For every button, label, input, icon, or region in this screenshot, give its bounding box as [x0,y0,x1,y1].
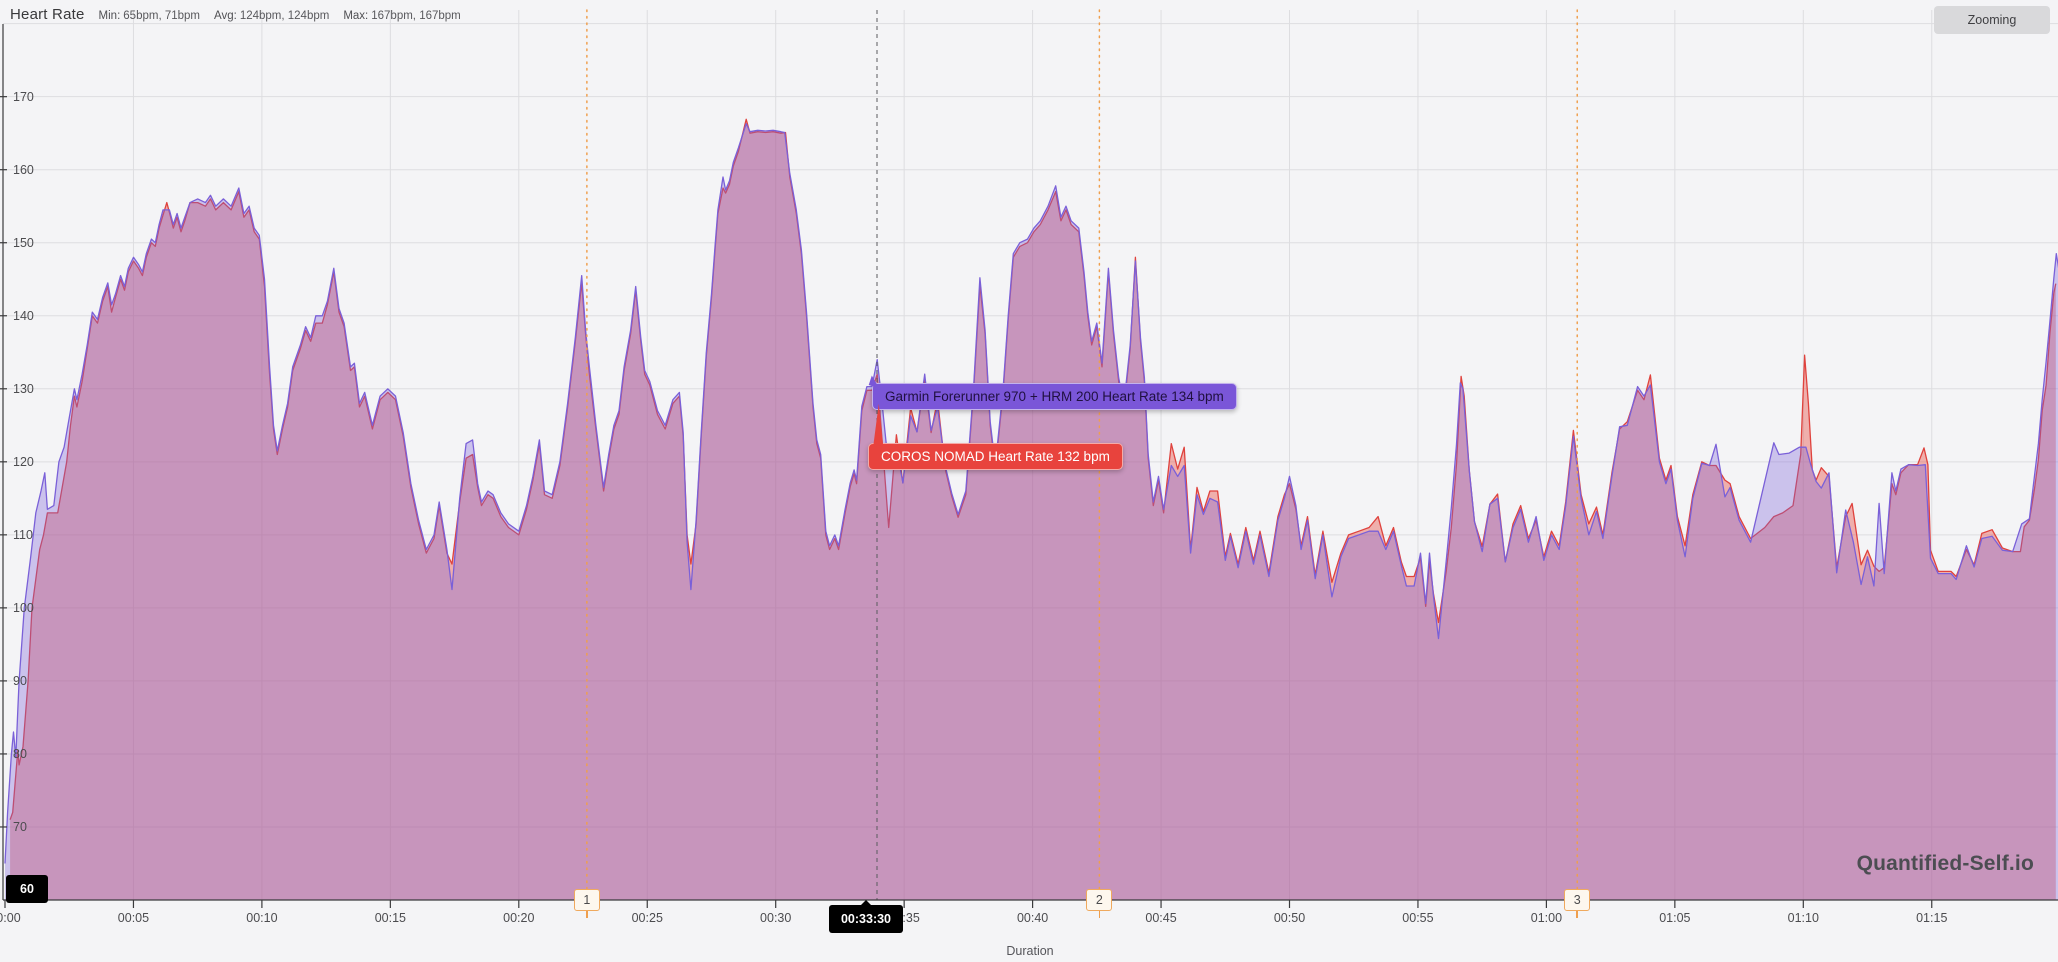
tooltip-garmin: Garmin Forerunner 970 + HRM 200 Heart Ra… [872,383,1237,410]
y-tick-label: 90 [13,673,27,688]
lap-marker-3[interactable]: 3 [1564,889,1591,911]
x-tick-label: 00:05 [117,911,150,925]
y-tick-label: 80 [13,746,27,761]
y-tick-label: 110 [13,527,33,542]
lap-marker-tick [1576,911,1578,918]
stat-avg-label: Avg: [214,10,237,22]
watermark: Quantified-Self.io [1856,852,2034,875]
x-tick-label: 00:40 [1016,911,1049,925]
lap-marker-tick [1098,911,1101,918]
x-tick-label: 00:50 [1273,911,1306,925]
x-tick-label: 01:10 [1787,911,1819,925]
y-tick-label: 140 [13,308,34,323]
stat-min-value: 65bpm, 71bpm [123,10,200,22]
x-tick-label: 01:00 [1530,911,1563,925]
lap-marker-2[interactable]: 2 [1086,889,1113,911]
x-tick-label: 00:15 [374,911,406,925]
x-tick-label: 00:10 [246,911,278,925]
x-tick-label: 00:45 [1145,911,1177,925]
stat-min: Min: 65bpm, 71bpm [99,10,200,22]
tooltip-coros: COROS NOMAD Heart Rate 132 bpm [868,443,1123,470]
y-tick-label: 160 [13,162,34,177]
x-tick-label: 00:20 [503,911,535,925]
stat-avg-value: 124bpm, 124bpm [239,10,330,22]
y-tick-label: 130 [13,381,34,396]
x-tick-label: 01:15 [1916,911,1948,925]
y-tick-label: 120 [13,454,34,469]
series-line-garmin [4,123,2058,864]
chart-title: Heart Rate [10,6,85,23]
stat-max-label: Max: [343,10,369,22]
x-tick-label: 00:00 [0,911,21,925]
x-tick-label: 00:55 [1402,911,1434,925]
cursor-bpm-box: 60 [6,875,48,903]
stat-max: Max: 167bpm, 167bpm [343,10,460,22]
lap-marker-tick [586,911,588,918]
y-tick-label: 100 [13,600,34,615]
x-tick-label: 01:05 [1659,911,1691,925]
series-area-garmin [5,123,2058,900]
stat-max-value: 167bpm, 167bpm [371,10,461,22]
x-tick-label: 00:30 [760,911,792,925]
stat-min-label: Min: [98,10,121,22]
y-tick-label: 150 [13,235,34,250]
stat-avg: Avg: 124bpm, 124bpm [214,10,329,22]
series-area-coros [10,119,2056,901]
cursor-time-box: 00:33:30 [829,900,903,933]
x-tick-label: 00:25 [631,911,663,925]
x-axis-title: Duration [1006,944,1054,958]
zooming-mode-button[interactable]: Zooming [1934,6,2050,34]
y-tick-label: 70 [13,819,27,834]
y-tick-label: 170 [13,89,34,104]
lap-marker-1[interactable]: 1 [573,889,600,911]
chart-header: Heart Rate Min: 65bpm, 71bpm Avg: 124bpm, … [10,6,461,23]
